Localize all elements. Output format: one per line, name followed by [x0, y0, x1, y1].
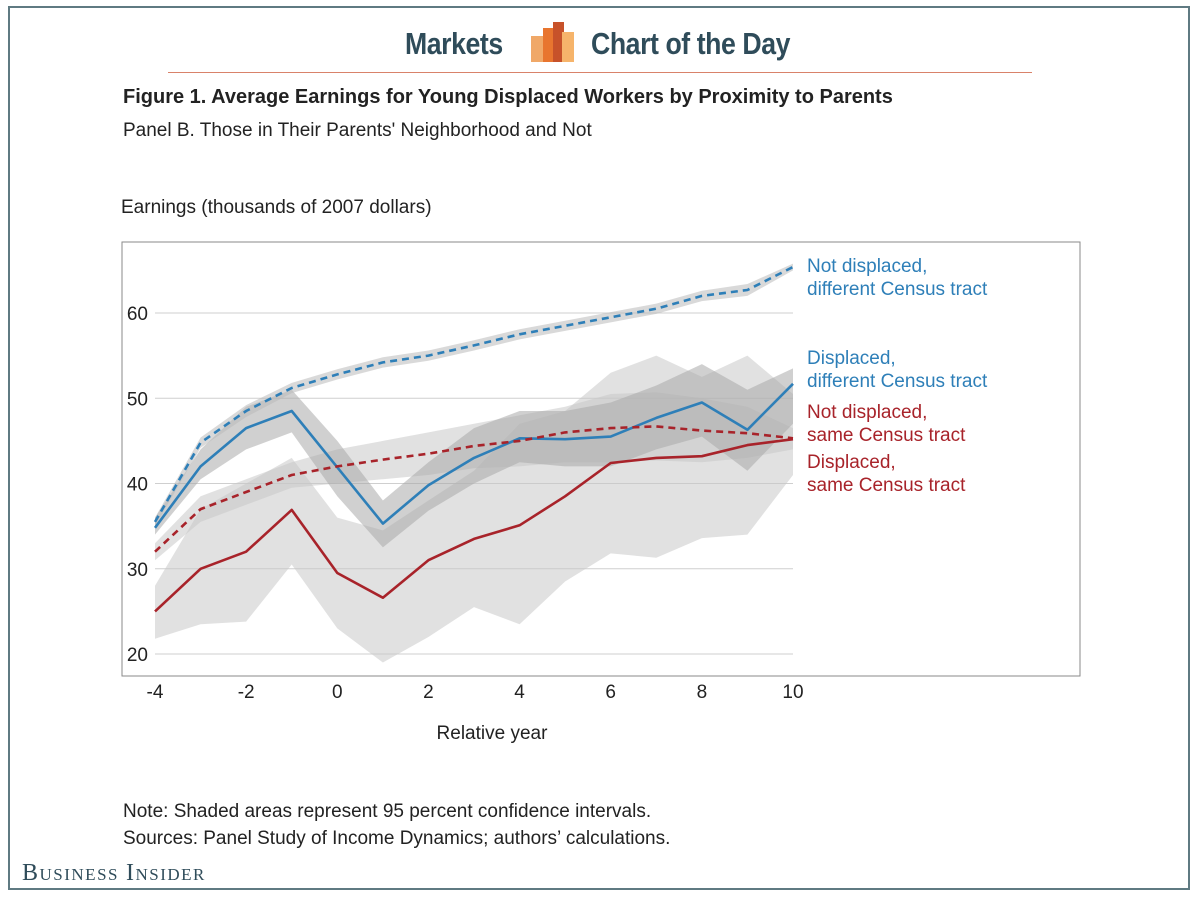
- series-line: [154, 437, 794, 613]
- notes: Note: Shaded areas represent 95 percent …: [123, 798, 670, 852]
- x-tick-labels: -4 -2 0 2 4 6 8 10: [147, 682, 804, 703]
- markets-label: Markets: [405, 26, 503, 61]
- confidence-bands: [155, 263, 793, 663]
- chart-logo-icon: [531, 22, 574, 62]
- series-lines: [153, 265, 794, 613]
- y-tick-label: 50: [127, 389, 148, 410]
- series-labels: Not displaced,different Census tractDisp…: [807, 256, 988, 496]
- series-label: Not displaced,: [807, 256, 927, 277]
- figure-subtitle: Panel B. Those in Their Parents' Neighbo…: [123, 120, 592, 141]
- series-label: same Census tract: [807, 425, 966, 446]
- business-insider-logo: BUSINESS INSIDER: [22, 860, 206, 886]
- x-tick-label: 10: [782, 682, 803, 703]
- y-tick-label: 60: [127, 304, 148, 325]
- series-line: [153, 265, 794, 523]
- x-tick-label: 8: [697, 682, 708, 703]
- x-tick-label: 0: [332, 682, 343, 703]
- logo-bar-1: [531, 36, 545, 62]
- x-tick-label: -4: [147, 682, 164, 703]
- y-tick-label: 20: [127, 645, 148, 666]
- logo-bar-4: [562, 32, 574, 62]
- plot-frame: [121, 241, 1081, 677]
- y-axis-label: Earnings (thousands of 2007 dollars): [121, 197, 432, 218]
- outer-frame: [8, 6, 1190, 890]
- chart-of-the-day-label: Chart of the Day: [591, 26, 791, 61]
- y-tick-labels: 20 30 40 50 60: [127, 304, 148, 666]
- x-tick-label: 4: [514, 682, 525, 703]
- series-line: [153, 382, 794, 529]
- x-axis-label: Relative year: [437, 723, 549, 744]
- logo-bar-3: [553, 22, 564, 62]
- y-tick-label: 30: [127, 560, 148, 581]
- figure-title: Figure 1. Average Earnings for Young Dis…: [123, 86, 893, 108]
- y-tick-label: 40: [127, 475, 148, 496]
- confidence-band: [155, 263, 793, 527]
- brand-header: Markets Chart of the Day: [0, 22, 1200, 68]
- series-label: same Census tract: [807, 475, 966, 496]
- series-label: different Census tract: [807, 371, 988, 392]
- series-line: [154, 425, 794, 553]
- sources-line: Sources: Panel Study of Income Dynamics;…: [123, 828, 671, 849]
- confidence-band: [155, 364, 793, 548]
- series-label: Not displaced,: [807, 402, 927, 423]
- series-label: Displaced,: [807, 452, 896, 473]
- note-line: Note: Shaded areas represent 95 percent …: [123, 801, 652, 822]
- x-tick-label: 2: [423, 682, 434, 703]
- x-tick-label: -2: [238, 682, 255, 703]
- x-tick-label: 6: [605, 682, 616, 703]
- series-label: different Census tract: [807, 279, 988, 300]
- header-divider: [168, 72, 1032, 73]
- logo-bar-2: [543, 28, 556, 62]
- series-label: Displaced,: [807, 348, 896, 369]
